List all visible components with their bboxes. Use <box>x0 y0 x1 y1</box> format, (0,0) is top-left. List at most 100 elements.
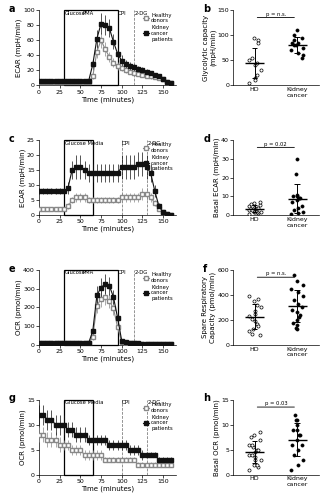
Text: b: b <box>203 4 211 14</box>
Point <box>295 300 300 308</box>
X-axis label: Time (minutes): Time (minutes) <box>81 96 134 102</box>
Text: p = 0.02: p = 0.02 <box>265 142 287 146</box>
Point <box>250 325 255 333</box>
Text: DPI: DPI <box>118 11 126 16</box>
Text: 2-DG: 2-DG <box>135 11 148 16</box>
Point <box>293 416 298 424</box>
Point <box>252 206 257 214</box>
Point <box>252 318 257 326</box>
Point <box>254 72 259 80</box>
Text: p = n.s.: p = n.s. <box>266 12 286 17</box>
Point <box>295 204 300 212</box>
Point <box>289 46 294 54</box>
Point <box>258 304 263 312</box>
Point <box>293 170 298 178</box>
Point <box>258 66 263 74</box>
Point <box>293 410 298 418</box>
Bar <box>64 140 93 216</box>
Point <box>246 441 252 449</box>
Point <box>253 456 258 464</box>
Point <box>246 328 252 336</box>
Point <box>250 203 255 211</box>
Point <box>294 416 299 424</box>
Point <box>255 461 260 469</box>
Point <box>257 201 262 209</box>
Text: PMA: PMA <box>82 270 93 276</box>
Point <box>300 202 305 210</box>
Point <box>249 330 254 338</box>
Point <box>289 38 294 46</box>
Point <box>251 34 256 42</box>
Point <box>250 444 255 452</box>
Point <box>294 26 299 34</box>
Point <box>295 308 300 316</box>
Point <box>251 199 256 207</box>
Point <box>293 324 298 332</box>
Point <box>252 448 257 456</box>
Point <box>295 446 300 454</box>
Point <box>255 294 261 302</box>
Point <box>246 206 252 214</box>
Point <box>249 441 254 449</box>
Point <box>291 451 296 459</box>
Point <box>292 36 297 44</box>
Point <box>294 154 299 162</box>
Point <box>291 206 296 214</box>
Y-axis label: Spare Respiratory
Capacity (pmol/min): Spare Respiratory Capacity (pmol/min) <box>202 272 216 343</box>
Point <box>300 208 306 216</box>
Point <box>300 292 306 300</box>
Point <box>291 31 296 39</box>
Y-axis label: OCR (pmol/min): OCR (pmol/min) <box>19 410 26 465</box>
Point <box>254 204 259 212</box>
Point <box>294 190 300 198</box>
X-axis label: Time (minutes): Time (minutes) <box>81 356 134 362</box>
Point <box>300 44 305 52</box>
Point <box>297 194 302 202</box>
Point <box>297 430 302 438</box>
Point <box>296 210 301 218</box>
Point <box>257 331 262 339</box>
Bar <box>64 10 118 86</box>
Point <box>251 208 256 216</box>
Point <box>251 461 256 469</box>
Point <box>294 426 299 434</box>
Text: f: f <box>203 264 208 274</box>
Point <box>252 204 257 212</box>
Point <box>248 200 254 208</box>
Point <box>294 420 300 428</box>
Text: a: a <box>9 4 16 14</box>
Point <box>255 301 260 309</box>
Point <box>289 466 294 474</box>
Point <box>256 322 261 330</box>
Point <box>257 436 262 444</box>
Point <box>251 297 256 305</box>
Point <box>295 196 300 204</box>
Point <box>293 41 298 49</box>
Point <box>246 56 252 64</box>
Point <box>290 441 295 449</box>
Point <box>246 79 252 87</box>
Text: p = n.s.: p = n.s. <box>266 272 286 276</box>
Point <box>295 38 300 46</box>
Point <box>291 270 296 278</box>
Point <box>255 59 260 67</box>
Point <box>246 312 252 320</box>
Point <box>296 461 301 469</box>
Y-axis label: OCR (pmol/min): OCR (pmol/min) <box>15 280 22 335</box>
Point <box>249 206 254 214</box>
Legend: Healthy
donors, Kidney
cancer
patients: Healthy donors, Kidney cancer patients <box>143 12 173 42</box>
Text: DPI: DPI <box>122 400 130 406</box>
Point <box>253 307 258 315</box>
Y-axis label: Basal OCR (pmol/min): Basal OCR (pmol/min) <box>214 399 220 475</box>
Point <box>249 314 254 322</box>
Point <box>258 456 263 464</box>
Point <box>298 311 303 319</box>
Y-axis label: Basal ECAR (mpH/min): Basal ECAR (mpH/min) <box>213 138 220 218</box>
Point <box>246 292 252 300</box>
Point <box>297 314 302 322</box>
Text: Glucose Media: Glucose Media <box>65 400 103 406</box>
Text: p = 0.03: p = 0.03 <box>265 402 287 406</box>
Point <box>253 74 258 82</box>
Point <box>255 464 261 471</box>
Point <box>246 466 252 474</box>
